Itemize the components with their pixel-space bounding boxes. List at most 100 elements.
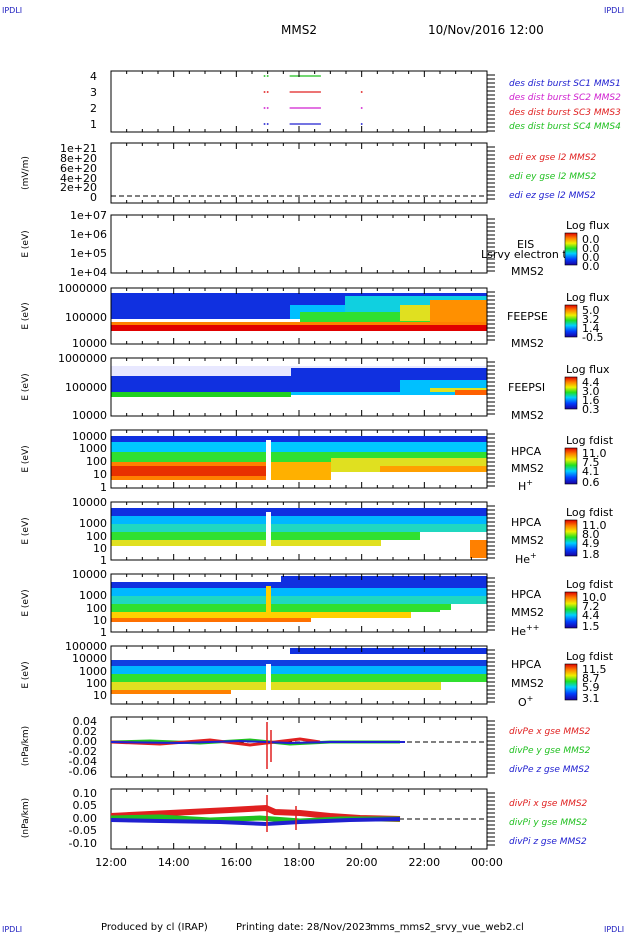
feepsi-ytick-0: 1000000 — [58, 352, 107, 365]
burst-point — [360, 91, 363, 93]
panel-eis: E (eV) 1e+07 1e+06 1e+05 1e+04 EIS Lsrvy… — [21, 209, 610, 279]
divpi-legend-z: divPi z gse MMS2 — [509, 837, 587, 847]
feepsi-ylabel: E (eV) — [21, 373, 31, 400]
hpca-he1-colorbar-tick-3: 1.8 — [582, 548, 600, 561]
feepse-ytick-0: 1000000 — [58, 282, 107, 295]
burst-point — [263, 123, 266, 125]
hpca-he1-charge: + — [530, 551, 537, 560]
feepsi-instrument-label: FEEPSI — [508, 381, 545, 394]
hpca-h-colorbar-title: Log fdist — [566, 434, 614, 447]
eis-colorbar-tick-1: 0.0 — [582, 242, 600, 255]
corner-label-bottom-left: IPDLI — [2, 925, 22, 934]
corner-label-bottom-right: IPDLI — [604, 925, 624, 934]
hpca-h-ylabel: E (eV) — [21, 445, 31, 472]
panel-hpca-o: E (eV) 100000 10000 1000 100 10 HPCA MMS… — [21, 640, 614, 709]
plot-title-mission: MMS2 — [281, 23, 317, 37]
burst-point — [266, 107, 269, 109]
burst-ytick-1: 1 — [90, 118, 97, 131]
hpca-he2-ylabel: E (eV) — [21, 589, 31, 616]
eis-colorbar-tick-2: 0.0 — [582, 251, 600, 264]
hpca-he1-species-name: He — [515, 553, 530, 566]
hpca-he1-colorbar — [564, 519, 578, 557]
hpca-h-ytick-4: 1 — [100, 481, 107, 494]
feepse-spectrogram — [111, 288, 487, 344]
eis-overlay-text: Lsrvy electron to — [481, 248, 574, 261]
hpca-o-ytick-3: 100 — [86, 677, 107, 690]
hpca-he2-colorbar-tick-2: 4.4 — [582, 609, 600, 622]
feepsi-colorbar-tick-1: 3.0 — [582, 385, 600, 398]
hpca-o-colorbar-tick-1: 8.7 — [582, 672, 600, 685]
eis-colorbar — [564, 232, 578, 266]
panel-feepse: E (eV) 1000000 100000 10000 FEEPSE MMS2 … — [21, 282, 610, 350]
feepse-colorbar-tick-2: 1.4 — [582, 322, 600, 335]
panel-burst-frame — [110, 70, 488, 133]
divpi-trace-z — [110, 817, 401, 827]
hpca-he2-species-name: He — [511, 625, 526, 638]
divpe-ytick-1: 0.02 — [73, 725, 98, 738]
divpi-ylabel: (nPa/km) — [21, 798, 31, 838]
panel-divpe: (nPa/km) 0.04 0.02 0.00 -0.02 -0.04 -0.0… — [21, 715, 591, 778]
edi-legend-z: edi ez gse l2 MMS2 — [509, 191, 596, 201]
burst-point — [266, 123, 269, 125]
panel-burst: 4 3 2 1 des dist burst SC1 MMS1 des dist… — [90, 70, 621, 133]
hpca-he2-ytick-1: 1000 — [79, 589, 107, 602]
feepse-colorbar-title: Log flux — [566, 291, 610, 304]
burst-legend-sc4: des dist burst SC4 MMS4 — [509, 122, 621, 132]
edi-ytick-4: 2e+20 — [60, 181, 97, 194]
feepsi-colorbar-tick-0: 4.4 — [582, 376, 600, 389]
burst-legend-sc2: des dist burst SC2 MMS2 — [509, 93, 621, 103]
feepse-ytick-2: 10000 — [72, 337, 107, 350]
edi-legend-y: edi ey gse l2 MMS2 — [509, 172, 596, 182]
time-tick-label: 14:00 — [158, 856, 190, 869]
hpca-he1-spectrogram — [111, 502, 487, 560]
burst-point — [360, 123, 363, 125]
time-tick-label: 00:00 — [471, 856, 503, 869]
feepsi-colorbar-tick-2: 1.6 — [582, 394, 600, 407]
hpca-o-species: O+ — [518, 694, 533, 709]
feepse-instrument-label: FEEPSE — [507, 310, 548, 323]
hpca-he1-ytick-4: 1 — [100, 554, 107, 567]
hpca-h-ytick-2: 100 — [86, 455, 107, 468]
time-tick-label: 16:00 — [220, 856, 252, 869]
hpca-h-colorbar-tick-3: 0.6 — [582, 476, 600, 489]
hpca-he1-ytick-1: 1000 — [79, 517, 107, 530]
divpe-legend-y: divPe y gse MMS2 — [509, 746, 591, 756]
burst-ytick-4: 4 — [90, 70, 97, 83]
feepse-colorbar — [564, 304, 578, 338]
time-tick-label: 18:00 — [283, 856, 315, 869]
time-tick-label: 12:00 — [95, 856, 127, 869]
eis-ylabel: E (eV) — [21, 230, 31, 257]
feepse-spacecraft-label: MMS2 — [511, 337, 544, 350]
hpca-h-spacecraft-label: MMS2 — [511, 462, 544, 475]
hpca-o-ylabel: E (eV) — [21, 661, 31, 688]
burst-legend-sc1: des dist burst SC1 MMS1 — [509, 79, 621, 89]
panel-divpi: (nPa/km) 0.10 0.05 0.00 -0.05 -0.10 divP… — [21, 787, 588, 850]
edi-ytick-1: 8e+20 — [60, 152, 97, 165]
edi-ytick-5: 0 — [90, 191, 97, 204]
hpca-o-instrument-label: HPCA — [511, 658, 542, 671]
panel-hpca-he2: E (eV) 10000 1000 100 10 1 HPCA MMS2 He+… — [21, 568, 614, 639]
feepsi-colorbar — [564, 376, 578, 410]
hpca-o-colorbar-title: Log fdist — [566, 650, 614, 663]
eis-spacecraft-label: MMS2 — [511, 265, 544, 278]
burst-point — [266, 91, 269, 93]
edi-ytick-0: 1e+21 — [60, 142, 97, 155]
hpca-he1-ytick-2: 100 — [86, 530, 107, 543]
hpca-he2-ytick-2: 100 — [86, 602, 107, 615]
hpca-he2-colorbar — [564, 591, 578, 629]
hpca-he2-colorbar-tick-1: 7.2 — [582, 600, 600, 613]
hpca-o-charge: + — [527, 694, 534, 703]
corner-label-top-left: IPDLI — [2, 6, 22, 15]
feepsi-colorbar-title: Log flux — [566, 363, 610, 376]
hpca-h-species: H+ — [518, 478, 533, 493]
feepsi-spacecraft-label: MMS2 — [511, 409, 544, 422]
feepsi-spectrogram — [111, 358, 487, 416]
panel-edi: (mV/m) 1e+21 8e+20 6e+20 4e+20 2e+20 0 e… — [21, 142, 596, 204]
time-tick-label: 20:00 — [346, 856, 378, 869]
hpca-o-colorbar-tick-2: 5.9 — [582, 681, 600, 694]
hpca-he2-ytick-0: 10000 — [72, 568, 107, 581]
divpe-ytick-5: -0.06 — [69, 765, 97, 778]
eis-ytick-3: 1e+04 — [70, 266, 107, 279]
divpe-trace-x — [110, 737, 321, 747]
divpi-ytick-1: 0.05 — [73, 799, 98, 812]
